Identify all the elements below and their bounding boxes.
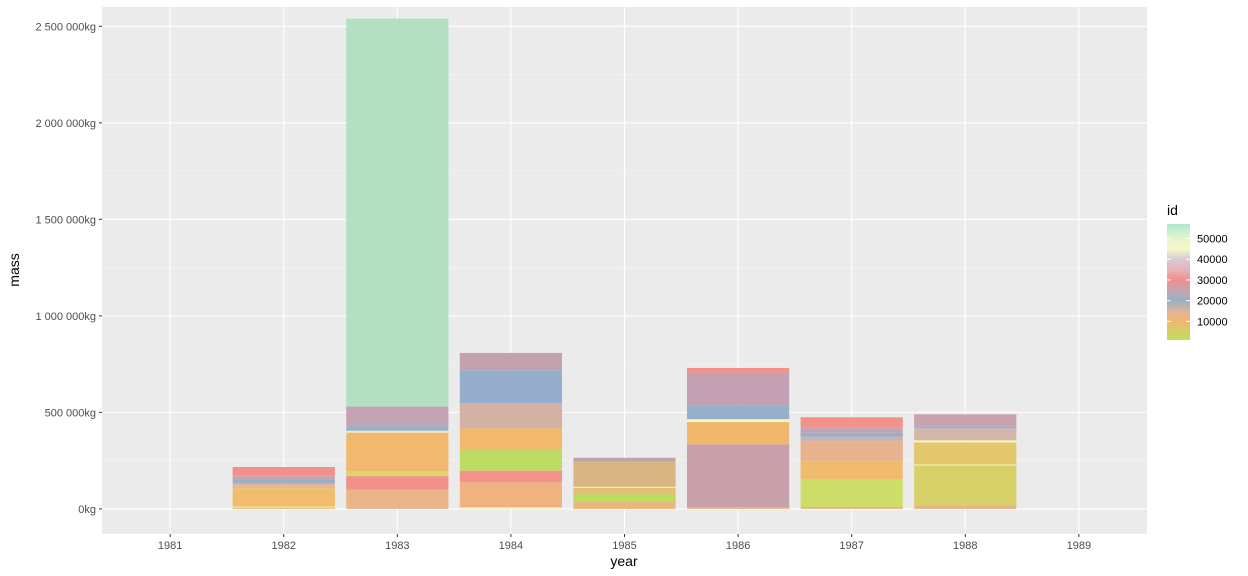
- x-tick-label: 1988: [953, 540, 977, 552]
- bar-segment: [914, 414, 1017, 426]
- x-tick-label: 1985: [612, 540, 636, 552]
- bar-segment: [914, 442, 1017, 465]
- bar-segment: [686, 444, 790, 507]
- bar-segment: [459, 403, 563, 429]
- bar-segment: [686, 367, 790, 373]
- y-tick-label: 1 500 000kg: [35, 214, 96, 226]
- y-tick-label: 0kg: [78, 504, 96, 516]
- legend-label: 30000: [1197, 275, 1228, 287]
- bar-segment: [459, 449, 563, 471]
- bar-segment: [459, 352, 563, 371]
- bar-segment: [346, 471, 449, 477]
- bar-segment: [800, 432, 903, 437]
- bar-segment: [800, 478, 903, 507]
- bar-segment: [459, 507, 563, 509]
- bar-segment: [232, 507, 335, 509]
- y-tick-label: 2 000 000kg: [35, 118, 96, 130]
- bar-segment: [573, 486, 676, 488]
- bar-segment: [346, 406, 449, 426]
- legend-title: id: [1167, 202, 1178, 218]
- legend: id 50000 40000 30000 20000 10000: [1167, 202, 1228, 340]
- x-axis-title: year: [610, 553, 638, 569]
- x-tick-label: 1981: [158, 540, 182, 552]
- x-tick-label: 1982: [271, 540, 295, 552]
- bar-segment: [686, 372, 790, 406]
- bar-segment: [232, 483, 335, 487]
- bar-segment: [800, 506, 903, 509]
- bar-segment: [459, 482, 563, 508]
- bar-segment: [800, 417, 903, 428]
- x-tick-label: 1987: [839, 540, 863, 552]
- x-tick-label: 1986: [726, 540, 750, 552]
- bar-segment: [232, 479, 335, 484]
- y-axis: 0kg 500 000kg 1 000 000kg 1 500 000kg 2 000 …: [35, 21, 102, 516]
- bar-segment: [232, 506, 335, 508]
- bar-segment: [346, 430, 449, 433]
- bar-segment: [346, 432, 449, 472]
- bar-segment: [914, 428, 1017, 441]
- legend-label: 50000: [1197, 234, 1228, 246]
- bar-segment: [686, 419, 790, 423]
- y-axis-title: mass: [6, 253, 22, 286]
- x-tick-label: 1989: [1067, 540, 1091, 552]
- bar-segment: [914, 425, 1017, 429]
- bars: [232, 18, 1017, 509]
- bar-segment: [232, 467, 335, 476]
- legend-label: 20000: [1197, 296, 1228, 308]
- bar-segment: [459, 428, 563, 450]
- x-axis: 1981 1982 1983 1984 1985 1986 1987 1988 1989: [158, 534, 1091, 552]
- bar-segment: [459, 370, 563, 404]
- bar-segment: [346, 425, 449, 431]
- bar-segment: [573, 487, 676, 495]
- legend-label: 40000: [1197, 254, 1228, 266]
- bar-segment: [232, 488, 335, 507]
- bar-segment: [686, 422, 790, 445]
- bar-segment: [914, 464, 1017, 466]
- bar-segment: [346, 476, 449, 490]
- bar-segment: [346, 489, 449, 509]
- bar-segment: [800, 441, 903, 461]
- bar-segment: [800, 427, 903, 433]
- y-tick-label: 2 500 000kg: [35, 21, 96, 33]
- bar-segment: [686, 506, 790, 509]
- x-tick-label: 1984: [499, 540, 523, 552]
- bar-segment: [800, 460, 903, 479]
- y-tick-label: 1 000 000kg: [35, 311, 96, 323]
- bar-segment: [573, 461, 676, 487]
- bar-segment: [686, 405, 790, 420]
- legend-label: 10000: [1197, 316, 1228, 328]
- bar-segment: [914, 465, 1017, 507]
- legend-ticks: 50000 40000 30000 20000 10000: [1167, 234, 1228, 328]
- bar-segment: [800, 436, 903, 442]
- bar-segment: [914, 440, 1017, 443]
- bar-segment: [232, 475, 335, 480]
- bar-segment: [573, 494, 676, 502]
- bar-segment: [573, 501, 676, 509]
- legend-colorbar: [1167, 224, 1190, 340]
- bar-segment: [459, 470, 563, 483]
- y-tick-label: 500 000kg: [45, 407, 96, 419]
- bar-segment: [232, 486, 335, 489]
- bar-segment: [573, 457, 676, 462]
- x-tick-label: 1983: [385, 540, 409, 552]
- bar-segment: [346, 18, 449, 407]
- bar-segment: [914, 506, 1017, 509]
